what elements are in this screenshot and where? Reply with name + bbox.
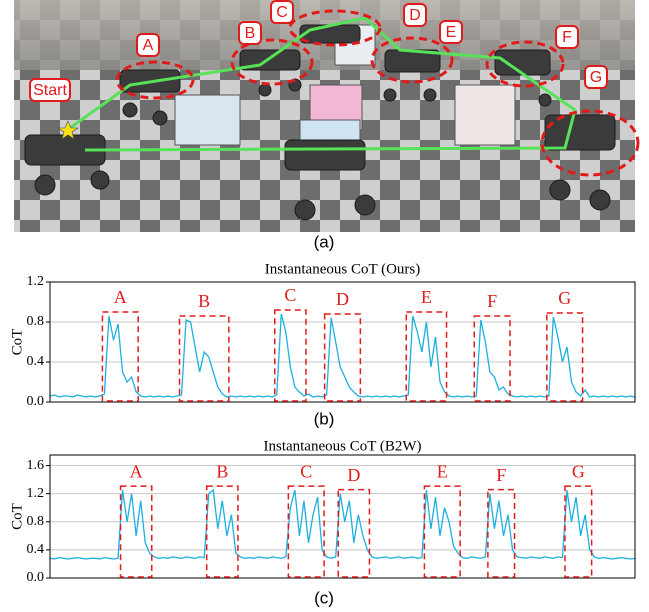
annotation-label: E bbox=[437, 461, 448, 481]
y-tick-label: 1.6 bbox=[27, 458, 45, 473]
annotation-label: F bbox=[496, 465, 506, 485]
annotation-box bbox=[101, 311, 139, 402]
annotation-box bbox=[119, 485, 153, 578]
annotation-box bbox=[337, 488, 371, 578]
y-tick-label: 1.2 bbox=[27, 274, 45, 289]
label-box bbox=[403, 3, 427, 27]
photo-label: G bbox=[590, 69, 602, 86]
y-tick-label: 0.4 bbox=[27, 354, 45, 369]
annotation-label: G bbox=[572, 461, 585, 481]
cot-line bbox=[49, 313, 636, 398]
photo-label: E bbox=[446, 24, 457, 41]
annotation-label: F bbox=[487, 291, 497, 311]
plot-frame bbox=[49, 281, 636, 403]
photo-label: B bbox=[245, 25, 256, 42]
label-box bbox=[555, 25, 579, 49]
annotation-label: C bbox=[300, 461, 312, 481]
label-box bbox=[584, 65, 608, 89]
annotation-label: A bbox=[114, 287, 127, 307]
annotation-box bbox=[178, 315, 230, 402]
caption: (c) bbox=[314, 588, 334, 607]
annotation-box bbox=[564, 485, 593, 578]
label-box bbox=[270, 0, 294, 24]
photo-label: A bbox=[143, 37, 154, 54]
annotation-box bbox=[273, 309, 307, 402]
y-axis-label: CoT bbox=[9, 503, 25, 530]
cot-line bbox=[49, 488, 636, 560]
chart-title: Instantaneous CoT (Ours) bbox=[265, 261, 421, 277]
photo-label: Start bbox=[33, 82, 67, 99]
y-tick-label: 0.8 bbox=[27, 314, 45, 329]
label-box bbox=[136, 33, 160, 57]
annotation-box bbox=[423, 485, 461, 578]
photo bbox=[14, 0, 640, 232]
annotation-label: D bbox=[347, 465, 360, 485]
annotation-box bbox=[287, 485, 325, 578]
annotation-box bbox=[205, 485, 239, 578]
annotation-label: D bbox=[336, 289, 349, 309]
y-tick-label: 0.4 bbox=[27, 542, 45, 557]
annotation-box bbox=[323, 313, 362, 402]
photo-label: C bbox=[276, 4, 288, 21]
annotation-box bbox=[546, 312, 584, 402]
chart-title: Instantaneous CoT (B2W) bbox=[263, 438, 421, 454]
label-box bbox=[439, 20, 463, 44]
caption: (a) bbox=[314, 232, 335, 251]
y-axis-label: CoT bbox=[9, 329, 25, 356]
caption: (b) bbox=[314, 409, 335, 428]
photo-label: D bbox=[409, 7, 421, 24]
plot-frame bbox=[49, 454, 636, 579]
y-tick-label: 0.8 bbox=[27, 514, 45, 529]
photo-label: F bbox=[562, 29, 572, 46]
annotation-label: A bbox=[130, 461, 143, 481]
annotation-label: G bbox=[558, 288, 571, 308]
y-tick-label: 0.0 bbox=[27, 570, 45, 585]
annotation-label: C bbox=[284, 285, 296, 305]
y-tick-label: 0.0 bbox=[27, 394, 45, 409]
label-box bbox=[29, 78, 71, 102]
label-box bbox=[238, 21, 262, 45]
annotation-box bbox=[487, 488, 516, 578]
annotation-label: B bbox=[216, 461, 228, 481]
annotation-label: B bbox=[198, 291, 210, 311]
annotation-label: E bbox=[421, 287, 432, 307]
y-tick-label: 1.2 bbox=[27, 486, 45, 501]
annotation-box bbox=[405, 311, 448, 402]
